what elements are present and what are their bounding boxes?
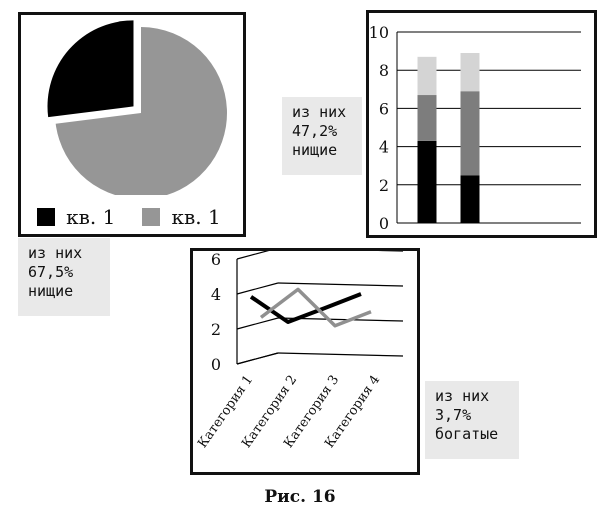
note1-line3: нищие [28,282,74,300]
bar-1-segment-1 [417,140,437,223]
note-rich-3: из них 3,7% богатые [425,381,519,459]
y-tick-label-0: 0 [379,214,389,233]
grid-diag-2 [236,317,279,330]
note2-line1: из них [292,103,347,121]
y-tick-label-2: 2 [211,320,221,339]
grid-back-0 [277,352,404,357]
bar-1-segment-3 [417,56,437,96]
pie-legend: кв. 1 кв. 1 [37,205,221,229]
bar-2-segment-3 [460,53,480,92]
legend-swatch-gray [142,208,161,226]
note2-line2: 47,2% [292,122,338,140]
y-tick-label-2: 2 [379,176,389,195]
y-tick-label-0: 0 [211,355,221,374]
y-tick-label-4: 4 [211,285,221,304]
legend-label-2: кв. 1 [171,205,221,229]
note3-line1: из них [435,387,490,405]
bar-2-segment-1 [460,175,480,223]
bar-1-segment-2 [417,95,437,141]
note-poor-47: из них 47,2% нищие [282,97,362,175]
line-3d-panel: 0 2 4 6 Категория 1 Категория 2 Категория 3 Кат… [190,248,420,475]
note3-line3: богатые [435,425,499,443]
y-tick-label-8: 8 [379,61,389,80]
note-poor-67: из них 67,5% нищие [18,238,110,316]
note1-line2: 67,5% [28,263,74,281]
grid-diag-6 [236,251,270,260]
line-series-2 [259,287,372,328]
grid-diag-4 [236,282,279,295]
grid-back-4 [277,282,404,287]
y-tick-label-6: 6 [379,99,389,118]
note1-line1: из них [28,244,83,262]
bar-2-segment-2 [460,91,480,176]
figure-caption: Рис. 16 [264,487,336,507]
note2-line3: нищие [292,141,338,159]
pie-slice-2 [55,27,227,195]
y-tick-label-4: 4 [379,138,389,157]
pie-chart-panel: кв. 1 кв. 1 [18,12,246,237]
stacked-bar-panel: 0 2 4 6 8 10 [366,10,597,238]
stacked-bar-chart: 0 2 4 6 8 10 [369,23,581,233]
pie-slice-1 [47,20,134,118]
legend-label-1: кв. 1 [66,205,116,229]
pie-chart [47,20,227,195]
note3-line2: 3,7% [435,406,472,424]
y-tick-label-10: 10 [369,23,389,42]
base-diag [236,352,279,365]
y-tick-label-6: 6 [211,251,221,269]
legend-swatch-black [37,208,55,226]
